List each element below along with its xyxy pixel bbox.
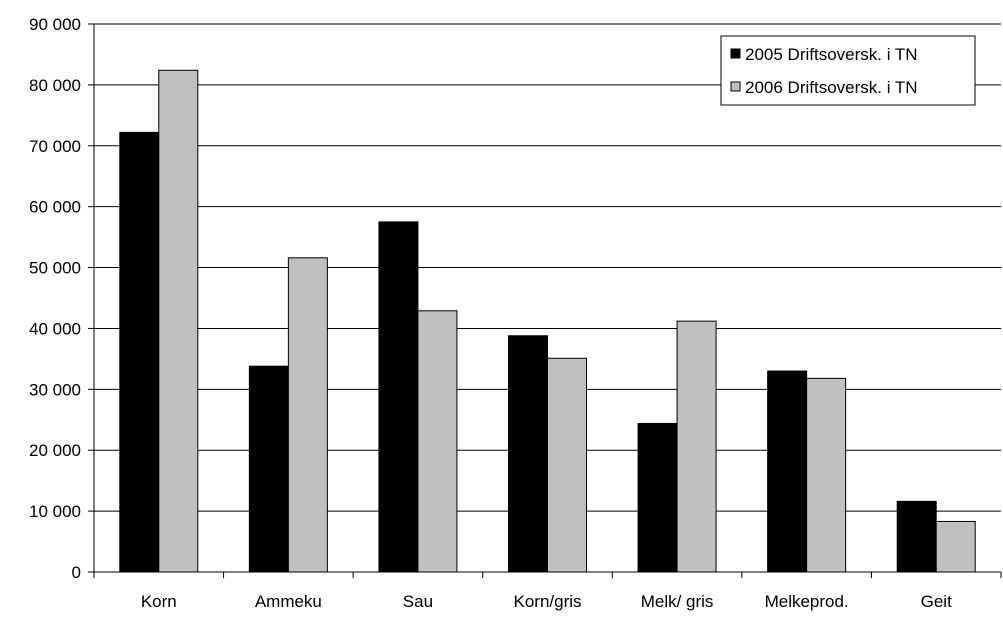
x-tick-label: Ammeku (255, 592, 322, 611)
bar-series-2 (676, 320, 717, 573)
x-tick-label: Melkeprod. (765, 592, 849, 611)
y-tick-label: 60 000 (29, 198, 81, 217)
y-tick-label: 10 000 (29, 502, 81, 521)
x-tick-label: Melk/ gris (641, 592, 714, 611)
y-tick-label: 20 000 (29, 441, 81, 460)
bar-series-2 (547, 357, 587, 573)
y-tick-label: 40 000 (29, 319, 81, 338)
y-tick-label: 70 000 (29, 137, 81, 156)
bar-series-1 (119, 131, 160, 573)
bar-series-2 (287, 257, 328, 573)
bar-series-2 (806, 377, 847, 573)
bar-series-2 (417, 310, 458, 573)
legend-label: 2005 Driftsoversk. i TN (745, 45, 918, 64)
x-tick-label: Korn/gris (513, 592, 581, 611)
legend-label: 2006 Driftsoversk. i TN (745, 78, 918, 97)
y-tick-label: 50 000 (29, 259, 81, 278)
bar-series-2 (158, 69, 199, 573)
bar-series-1 (896, 500, 937, 573)
y-tick-label: 80 000 (29, 76, 81, 95)
x-tick-label: Sau (403, 592, 433, 611)
bar-series-1 (248, 365, 289, 573)
bars (119, 69, 976, 573)
y-tick-label: 90 000 (29, 15, 81, 34)
legend-swatch (730, 81, 741, 92)
bar-series-1 (378, 221, 419, 573)
axes: 0 10 000 20 000 30 000 40 000 50 000 60 000 70 … (29, 15, 1002, 611)
y-tick-label: 0 (72, 563, 81, 582)
x-tick-label: Korn (141, 592, 177, 611)
bar-series-1 (508, 335, 548, 573)
bar-series-2 (935, 520, 976, 573)
gridlines (94, 23, 1001, 512)
bar-series-1 (767, 370, 808, 573)
legend: 2005 Driftsoversk. i TN 2006 Driftsoversk… (720, 35, 976, 106)
bar-series-1 (637, 422, 678, 573)
y-tick-label: 30 000 (29, 380, 81, 399)
x-tick-label: Geit (921, 592, 952, 611)
legend-box (720, 35, 976, 106)
legend-swatch (730, 48, 741, 59)
